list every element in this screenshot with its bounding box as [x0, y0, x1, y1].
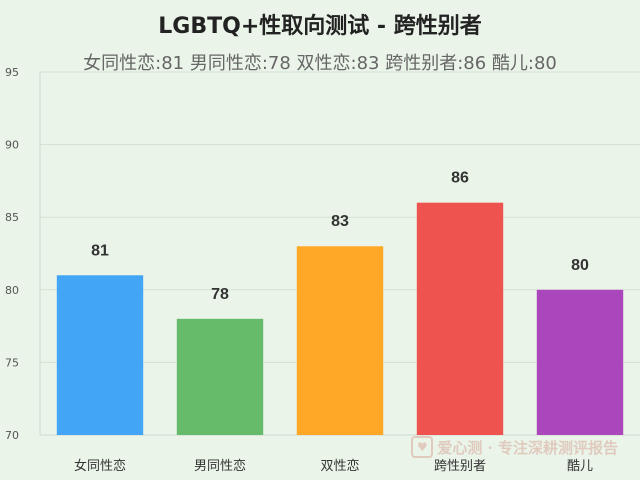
x-tick-label: 女同性恋 [74, 458, 126, 474]
x-tick-label: 酷儿 [567, 459, 593, 474]
x-tick-label: 跨性别者 [434, 459, 486, 474]
data-label: 78 [211, 286, 229, 303]
data-label: 80 [571, 257, 589, 274]
bar-1 [56, 275, 144, 435]
y-tick-label: 75 [5, 356, 19, 369]
data-label: 81 [91, 242, 109, 259]
bar-5 [536, 289, 624, 435]
data-label: 86 [451, 170, 469, 187]
chart-title: LGBTQ+性取向测试 - 跨性别者 [158, 14, 482, 39]
bar-2 [176, 318, 264, 435]
y-tick-label: 95 [5, 66, 19, 79]
x-tick-label: 男同性恋 [194, 458, 246, 474]
bar-3 [296, 246, 384, 435]
data-label: 83 [331, 213, 349, 230]
y-tick-label: 80 [5, 284, 19, 297]
bar-4 [416, 202, 504, 435]
watermark: ♥ 爱心测 · 专注深耕测评报告 [411, 436, 618, 458]
watermark-text: 爱心测 · 专注深耕测评报告 [437, 438, 618, 457]
x-tick-label: 双性恋 [320, 458, 359, 474]
y-tick-label: 85 [5, 211, 19, 224]
y-tick-label: 90 [5, 139, 19, 152]
heart-icon: ♥ [411, 436, 434, 458]
y-tick-label: 70 [5, 429, 19, 442]
chart-subtitle: 女同性恋:81 男同性恋:78 双性恋:83 跨性别者:86 酷儿:80 [83, 53, 557, 74]
